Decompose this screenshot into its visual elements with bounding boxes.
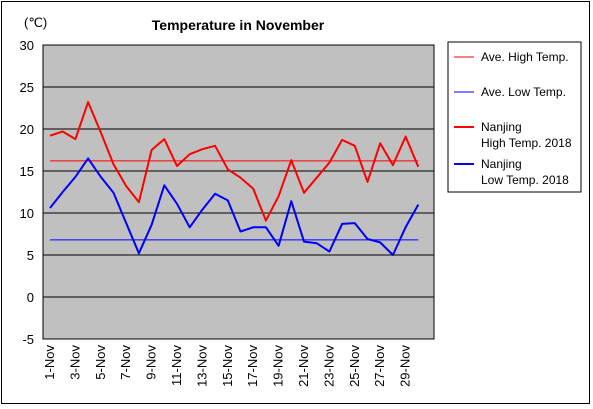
y-tick-label: 5 (27, 248, 34, 263)
x-tick-label: 15-Nov (220, 345, 235, 387)
legend-entry: Ave. High Temp. (481, 50, 569, 64)
plot-area (42, 44, 435, 340)
y-tick-label: 10 (20, 206, 34, 221)
y-axis: 30 25 20 15 10 5 0 -5 (20, 38, 34, 347)
y-tick-label: 0 (27, 290, 34, 305)
x-tick-label: 21-Nov (296, 345, 311, 387)
chart-title: Temperature in November (152, 17, 325, 33)
plot-background (42, 44, 435, 340)
x-tick-label: 27-Nov (372, 345, 387, 387)
legend-entry: Nanjing High Temp. 2018 (481, 120, 572, 150)
y-unit-label: (℃) (24, 15, 47, 30)
x-tick-label: 11-Nov (169, 345, 184, 386)
x-tick-label: 25-Nov (347, 345, 362, 387)
x-tick-label: 5-Nov (93, 345, 108, 380)
x-tick-label: 13-Nov (194, 345, 209, 387)
x-tick-label: 19-Nov (271, 345, 286, 387)
y-tick-label: -5 (22, 332, 34, 347)
x-tick-label: 17-Nov (245, 345, 260, 387)
y-tick-label: 20 (20, 122, 34, 137)
series-layer (49, 101, 420, 256)
x-tick-label: 9-Nov (144, 345, 159, 380)
x-tick-label: 29-Nov (398, 345, 413, 387)
chart-frame: (℃) Temperature in November 30 25 20 15 10 5 0… (1, 1, 590, 404)
y-tick-label: 30 (20, 38, 34, 53)
legend-entry: Nanjing Low Temp. 2018 (481, 157, 569, 187)
y-tick-label: 25 (20, 80, 34, 95)
x-tick-label: 7-Nov (118, 345, 133, 380)
legend-entry: Ave. Low Temp. (481, 85, 566, 99)
legend-box (447, 41, 582, 193)
x-tick-label: 1-Nov (42, 345, 57, 380)
x-tick-label: 3-Nov (67, 345, 82, 380)
y-tick-label: 15 (20, 164, 34, 179)
x-tick-label: 23-Nov (321, 345, 336, 387)
series-line-3 (49, 157, 420, 256)
legend: Ave. High Temp. Ave. Low Temp. Nanjing High… (447, 41, 582, 193)
series-line-2 (49, 101, 420, 222)
x-axis: 1-Nov 3-Nov 5-Nov 7-Nov 9-Nov 11-Nov 13-Nov 15-… (42, 345, 413, 387)
